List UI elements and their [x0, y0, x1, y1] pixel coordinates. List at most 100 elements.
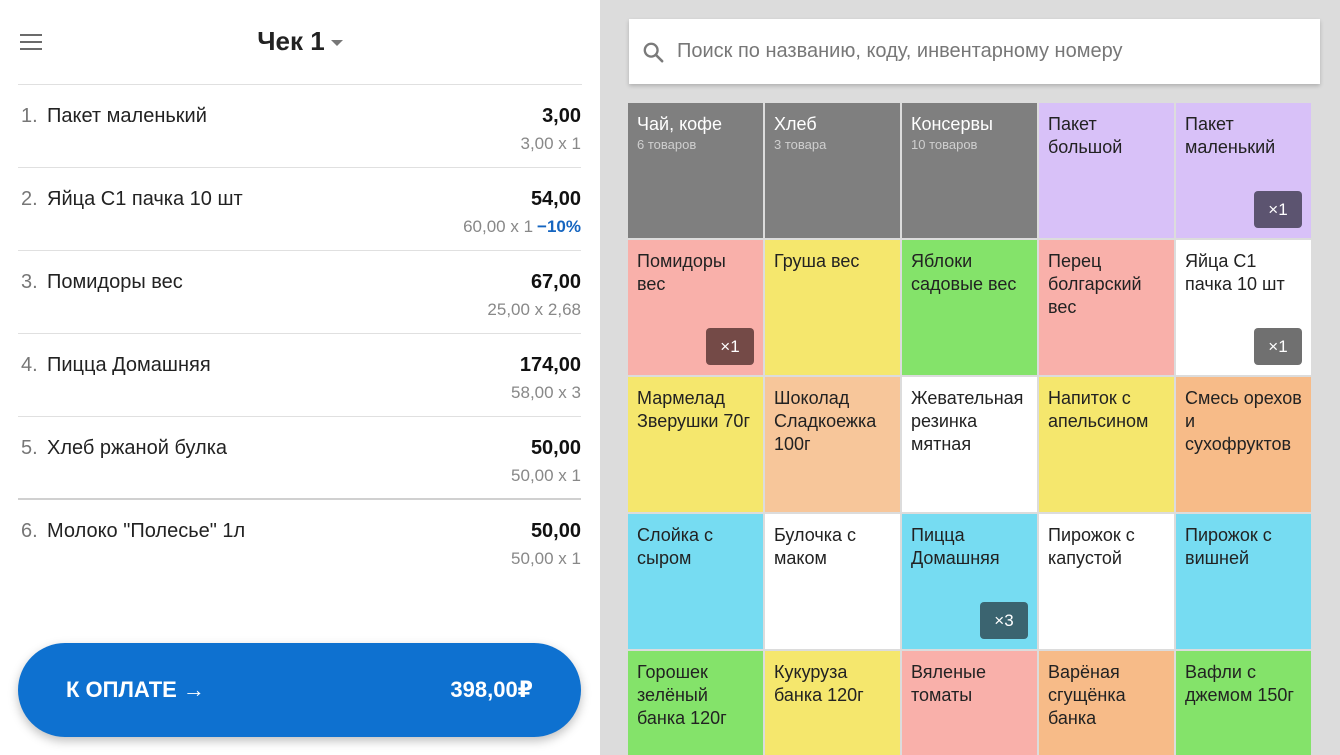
- item-number: 5.: [21, 437, 38, 459]
- tile-label: Слойка с сыром: [637, 525, 714, 568]
- item-total: 174,00: [519, 354, 581, 376]
- product-tile[interactable]: Помидоры вес ×1: [628, 240, 763, 375]
- quantity-badge: ×3: [980, 602, 1028, 639]
- tile-label: Напиток с апельсином: [1048, 388, 1149, 431]
- tile-label: Смесь орехов и сухофруктов: [1185, 388, 1302, 454]
- product-tile[interactable]: Пакет маленький ×1: [1176, 103, 1311, 238]
- item-price-qty: 60,00 х 1 −10%: [463, 217, 581, 237]
- item-price-qty: 50,00 х 1: [511, 466, 581, 486]
- tile-item-count: 10 товаров: [911, 137, 978, 152]
- pay-label: К ОПЛАТЕ →: [66, 677, 205, 702]
- category-tile[interactable]: Чай, кофе 6 товаров: [628, 103, 763, 238]
- tile-label: Булочка с маком: [774, 525, 857, 568]
- product-tile[interactable]: Яйца С1 пачка 10 шт ×1: [1176, 240, 1311, 375]
- tile-label: Вяленые томаты: [911, 662, 986, 705]
- pay-amount: 398,00₽: [450, 677, 533, 702]
- search-bar: [629, 19, 1320, 84]
- tile-label: Яблоки садовые вес: [911, 251, 1017, 294]
- tile-item-count: 3 товара: [774, 137, 827, 152]
- product-tile[interactable]: Напиток с апельсином: [1039, 377, 1174, 512]
- item-number: 2.: [21, 188, 38, 210]
- item-name: Яйца С1 пачка 10 шт: [47, 188, 243, 210]
- product-tile[interactable]: Жевательная резинка мятная: [902, 377, 1037, 512]
- item-total: 67,00: [530, 271, 581, 293]
- item-total: 50,00: [530, 520, 581, 542]
- item-name: Хлеб ржаной булка: [47, 437, 227, 459]
- product-tile[interactable]: Груша вес: [765, 240, 900, 375]
- tile-label: Кукуруза банка 120г: [774, 662, 864, 705]
- tile-label: Вафли с джемом 150г: [1185, 662, 1294, 705]
- search-icon: [643, 42, 664, 63]
- caret-down-icon: [330, 40, 343, 47]
- product-tile[interactable]: Яблоки садовые вес: [902, 240, 1037, 375]
- category-tile[interactable]: Консервы 10 товаров: [902, 103, 1037, 238]
- pay-button[interactable]: К ОПЛАТЕ → 398,00₽: [18, 643, 581, 737]
- item-price-qty-text: 60,00 х 1: [463, 217, 534, 236]
- product-tile[interactable]: Горошек зелёный банка 120г: [628, 651, 763, 755]
- receipt-item[interactable]: 4. Пицца Домашняя 174,00 58,00 х 3: [18, 334, 581, 417]
- item-number: 4.: [21, 354, 38, 376]
- product-tile[interactable]: Вафли с джемом 150г: [1176, 651, 1311, 755]
- tile-label: Пакет маленький: [1185, 114, 1276, 157]
- tile-label: Горошек зелёный банка 120г: [637, 662, 727, 728]
- tile-label: Пицца Домашняя: [911, 525, 1000, 568]
- product-tile[interactable]: Булочка с маком: [765, 514, 900, 649]
- product-tile[interactable]: Варёная сгущёнка банка: [1039, 651, 1174, 755]
- item-price-qty-text: 50,00 х 1: [511, 466, 581, 485]
- receipt-panel: Чек 1 1. Пакет маленький 3,00 3,00 х 1 2…: [0, 0, 600, 755]
- catalog-panel: Чай, кофе 6 товаров Хлеб 3 товара Консервы 10…: [600, 0, 1340, 755]
- tile-label: Хлеб: [774, 114, 817, 134]
- item-discount: −10%: [537, 217, 581, 236]
- receipt-item[interactable]: 5. Хлеб ржаной булка 50,00 50,00 х 1: [18, 417, 581, 500]
- receipt-item[interactable]: 3. Помидоры вес 67,00 25,00 х 2,68: [18, 251, 581, 334]
- search-input[interactable]: [677, 31, 1307, 71]
- item-price-qty-text: 58,00 х 3: [511, 383, 581, 402]
- item-price-qty: 58,00 х 3: [511, 383, 581, 403]
- product-tile[interactable]: Пирожок с вишней: [1176, 514, 1311, 649]
- product-tile[interactable]: Шоколад Сладкоежка 100г: [765, 377, 900, 512]
- product-tile[interactable]: Кукуруза банка 120г: [765, 651, 900, 755]
- receipt-selector[interactable]: Чек 1: [0, 26, 600, 57]
- item-price-qty-text: 50,00 х 1: [511, 549, 581, 568]
- tile-label: Консервы: [911, 114, 993, 134]
- receipt-item[interactable]: 6. Молоко "Полесье" 1л 50,00 50,00 х 1: [18, 500, 581, 583]
- tile-label: Мармелад Зверушки 70г: [637, 388, 751, 431]
- tile-label: Варёная сгущёнка банка: [1048, 662, 1126, 728]
- item-name: Молоко "Полесье" 1л: [47, 520, 246, 542]
- category-tile[interactable]: Хлеб 3 товара: [765, 103, 900, 238]
- product-tile[interactable]: Пицца Домашняя ×3: [902, 514, 1037, 649]
- product-tile[interactable]: Вяленые томаты: [902, 651, 1037, 755]
- tile-label: Чай, кофе: [637, 114, 722, 134]
- product-tile[interactable]: Слойка с сыром: [628, 514, 763, 649]
- divider: [18, 84, 582, 85]
- tile-label: Шоколад Сладкоежка 100г: [774, 388, 877, 454]
- receipt-title: Чек 1: [257, 26, 325, 56]
- item-price-qty-text: 3,00 х 1: [520, 134, 582, 153]
- receipt-item[interactable]: 2. Яйца С1 пачка 10 шт 54,00 60,00 х 1 −1…: [18, 168, 581, 251]
- tile-label: Яйца С1 пачка 10 шт: [1185, 251, 1285, 294]
- product-grid: Чай, кофе 6 товаров Хлеб 3 товара Консервы 10…: [628, 103, 1312, 755]
- item-total: 54,00: [530, 188, 581, 210]
- item-price-qty-text: 25,00 х 2,68: [487, 300, 581, 319]
- menu-icon[interactable]: [20, 34, 44, 52]
- tile-label: Пирожок с капустой: [1048, 525, 1135, 568]
- receipt-item[interactable]: 1. Пакет маленький 3,00 3,00 х 1: [18, 85, 581, 168]
- item-number: 1.: [21, 105, 38, 127]
- tile-label: Груша вес: [774, 251, 860, 271]
- item-number: 3.: [21, 271, 38, 293]
- product-tile[interactable]: Смесь орехов и сухофруктов: [1176, 377, 1311, 512]
- product-tile[interactable]: Перец болгарский вес: [1039, 240, 1174, 375]
- item-price-qty: 25,00 х 2,68: [487, 300, 581, 320]
- item-price-qty: 50,00 х 1: [511, 549, 581, 569]
- product-tile[interactable]: Пакет большой: [1039, 103, 1174, 238]
- item-name: Помидоры вес: [47, 271, 183, 293]
- tile-label: Пирожок с вишней: [1185, 525, 1272, 568]
- product-tile[interactable]: Мармелад Зверушки 70г: [628, 377, 763, 512]
- receipt-items: 1. Пакет маленький 3,00 3,00 х 1 2. Яйца…: [18, 85, 581, 583]
- tile-label: Жевательная резинка мятная: [911, 388, 1024, 454]
- item-name: Пакет маленький: [47, 105, 207, 127]
- item-total: 3,00: [542, 105, 581, 127]
- product-tile[interactable]: Пирожок с капустой: [1039, 514, 1174, 649]
- item-total: 50,00: [530, 437, 581, 459]
- item-price-qty: 3,00 х 1: [521, 134, 582, 154]
